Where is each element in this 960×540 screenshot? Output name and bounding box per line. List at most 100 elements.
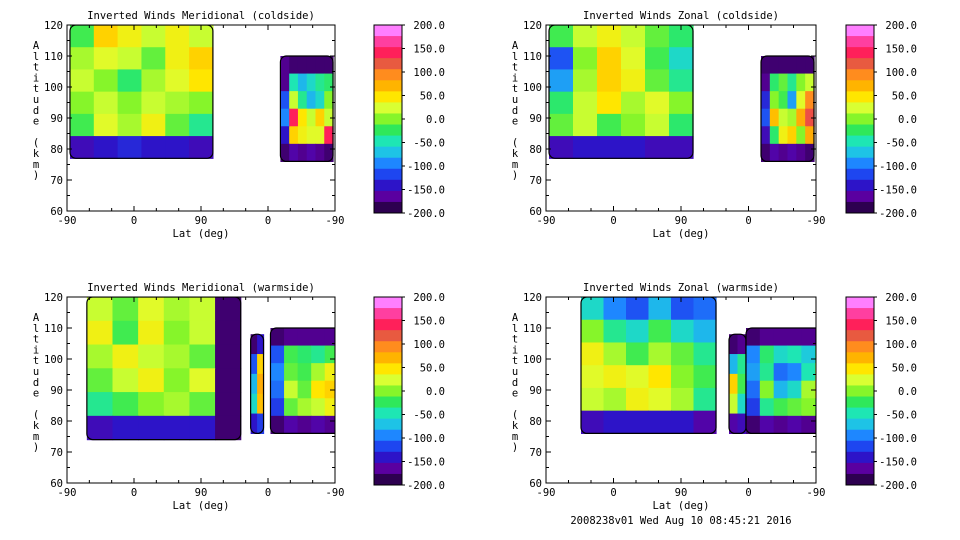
data-cell (315, 143, 325, 162)
data-cell (693, 342, 717, 366)
data-cell (270, 345, 285, 364)
data-cell (815, 398, 816, 417)
data-cell (163, 368, 191, 393)
data-cell (729, 413, 739, 434)
colorbar-segment (846, 407, 874, 420)
data-cell (778, 143, 789, 162)
data-cell (257, 413, 265, 434)
colorbar-segment (846, 297, 874, 309)
colorbar-segment (374, 113, 402, 126)
data-cell (138, 344, 165, 369)
data-cell (769, 56, 780, 75)
data-cell (112, 320, 139, 346)
x-tick-label: 0 (131, 487, 137, 499)
data-cell (815, 328, 816, 347)
data-cell (729, 373, 739, 395)
data-cell (746, 363, 761, 382)
data-cell (796, 56, 806, 75)
data-cell (693, 410, 717, 434)
data-cell (645, 91, 670, 115)
data-cell (581, 410, 605, 434)
data-cell (297, 91, 308, 110)
data-cell (324, 380, 335, 399)
y-tick-label: 90 (529, 113, 542, 125)
data-cell (597, 69, 622, 93)
y-tick-label: 70 (50, 447, 63, 459)
data-cell (297, 56, 308, 75)
data-cell (787, 398, 802, 417)
data-cell (138, 320, 165, 346)
data-cell (626, 342, 650, 366)
data-cell (573, 136, 598, 159)
y-tick-label: 100 (523, 82, 542, 94)
data-cell (778, 56, 789, 75)
data-cell (787, 415, 802, 434)
colorbar-tick-label: -150.0 (407, 185, 445, 197)
colorbar-tick-label: 100.0 (413, 339, 445, 351)
y-tick-label: 80 (50, 416, 63, 428)
data-cell (759, 398, 775, 417)
colorbar: 200.0 150.0 100.0 50.0 0.0 -50.0 -100.0 -150.0 -… (373, 292, 445, 492)
x-tick-label: -90 (537, 487, 556, 499)
colorbar-tick-label: 200.0 (885, 292, 917, 304)
data-cell (297, 380, 312, 399)
data-cell (621, 136, 646, 159)
data-cell (324, 126, 334, 145)
colorbar-tick-label: -100.0 (407, 433, 445, 445)
data-cell (250, 373, 258, 395)
data-cell (250, 354, 258, 375)
data-cell (787, 56, 797, 75)
data-cell (759, 345, 775, 364)
data-cell (746, 398, 761, 417)
data-cell (315, 73, 325, 92)
data-cell (805, 73, 815, 92)
data-cell (250, 393, 258, 415)
data-cell (671, 297, 695, 321)
data-cell (648, 297, 672, 321)
data-cell (621, 91, 646, 115)
data-cell (117, 25, 143, 48)
data-cell (787, 345, 802, 364)
colorbar-tick-label: 0.0 (898, 386, 917, 398)
data-cell (280, 56, 290, 75)
data-cell (324, 108, 334, 127)
y-tick-label: 110 (44, 323, 63, 335)
data-cell (648, 319, 672, 344)
y-tick-label: 70 (529, 175, 542, 187)
x-tick-label: 0 (131, 215, 137, 227)
data-cell (297, 328, 312, 347)
colorbar-segment (374, 451, 402, 464)
colorbar-segment (374, 91, 402, 103)
data-cell (338, 381, 352, 399)
data-cell (626, 297, 650, 321)
data-cell (645, 136, 670, 159)
data-cell (773, 415, 789, 434)
data-cell (338, 416, 352, 434)
y-tick-label: 80 (50, 144, 63, 156)
data-cell (69, 136, 95, 159)
y-tick-label: 100 (523, 354, 542, 366)
y-tick-label: 120 (523, 292, 542, 304)
data-cell (138, 368, 165, 393)
colorbar-segment (846, 58, 874, 70)
data-cell (112, 415, 139, 441)
plot-area (580, 297, 816, 435)
data-cell (621, 113, 646, 137)
colorbar-segment (846, 462, 874, 475)
data-cell (671, 387, 695, 412)
footer-timestamp: 2008238v01 Wed Aug 10 08:45:21 2016 (570, 515, 791, 527)
region-outline (580, 297, 717, 434)
y-tick-label: 80 (529, 416, 542, 428)
x-tick-label: 90 (675, 487, 688, 499)
colorbar-tick-label: 100.0 (413, 67, 445, 79)
y-tick-label: 60 (529, 206, 542, 218)
colorbar-segment (374, 201, 402, 214)
data-cell (581, 297, 605, 321)
data-cell (581, 387, 605, 412)
chart-title: Inverted Winds Zonal (warmside) (583, 282, 779, 294)
data-cell (805, 126, 815, 145)
data-cell (324, 415, 335, 434)
colorbar-tick-label: -200.0 (879, 480, 917, 492)
